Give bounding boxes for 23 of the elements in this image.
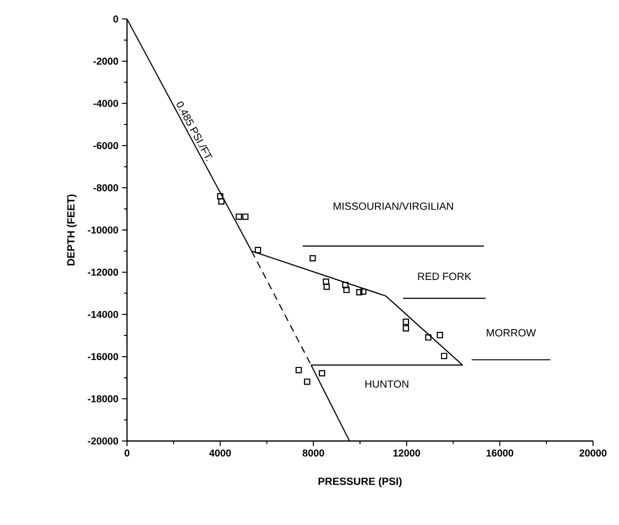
annotation: MORROW: [486, 329, 536, 336]
y-tick-label: -4000: [93, 100, 118, 107]
x-tick-label: 4000: [209, 450, 231, 457]
y-tick-label: -2000: [93, 58, 118, 65]
y-tick-label: -8000: [93, 184, 118, 192]
y-tick-label: -10000: [88, 226, 118, 234]
annotation: RED FORK: [418, 272, 472, 280]
y-tick-label: -12000: [88, 268, 118, 276]
y-axis-title: DEPTH (FEET): [66, 194, 77, 266]
y-tick-label: -20000: [88, 437, 118, 445]
annotation: MISSOURIAN/VIRGILIAN: [334, 202, 453, 210]
annotation: HUNTON: [365, 380, 408, 388]
y-tick-label: 0: [113, 15, 118, 23]
y-tick-label: -14000: [88, 310, 118, 318]
x-tick-label: 12000: [393, 450, 420, 457]
x-axis-title: PRESSURE (PSI): [318, 477, 402, 488]
y-tick-label: -16000: [88, 353, 118, 360]
x-tick-label: 20000: [579, 450, 606, 457]
x-tick-label: 0: [124, 450, 130, 457]
x-tick-label: 8000: [302, 450, 324, 457]
x-tick-label: 16000: [486, 450, 514, 457]
y-tick-label: -18000: [88, 395, 118, 402]
y-tick-label: -6000: [93, 142, 118, 150]
